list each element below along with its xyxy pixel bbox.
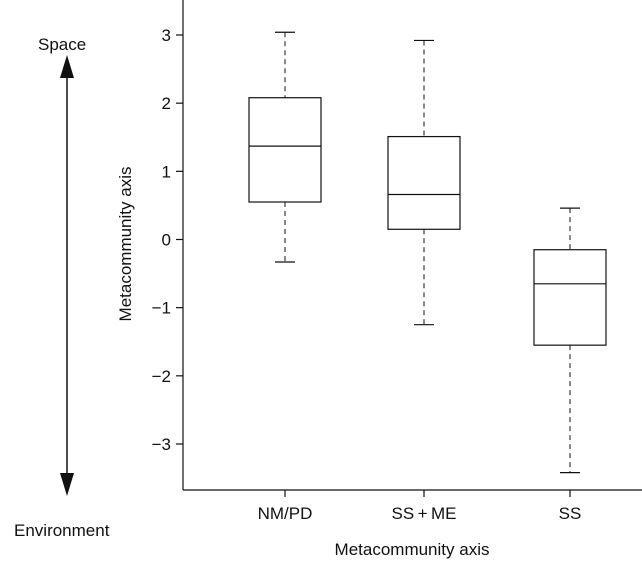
y-tick-label: −3: [152, 435, 171, 454]
interquartile-box: [387, 135, 461, 230]
space-label: Space: [38, 35, 86, 54]
x-tick-label: SS + ME: [392, 504, 457, 523]
y-tick-label: 0: [162, 231, 171, 250]
x-tick-label: SS: [559, 504, 582, 523]
box-3: [533, 207, 607, 474]
space-environment-annotation: Space Environment: [14, 35, 110, 540]
environment-label: Environment: [14, 521, 110, 540]
interquartile-box: [533, 249, 607, 346]
x-tick-label: NM/PD: [258, 504, 313, 523]
x-axis-ticks: NM/PD SS + ME SS: [258, 490, 582, 523]
y-tick-label: 3: [162, 26, 171, 45]
x-axis-title: Metacommunity axis: [335, 540, 490, 559]
boxes: [248, 31, 607, 474]
y-axis-ticks: 3 2 1 0 −1 −2 −3: [152, 26, 183, 454]
box-2: [387, 39, 461, 326]
interquartile-box: [248, 97, 322, 203]
y-tick-label: −1: [152, 299, 171, 318]
arrow-head-up: [60, 55, 74, 78]
box-1: [248, 31, 322, 263]
axes: [182, 0, 642, 491]
y-tick-label: 1: [162, 162, 171, 181]
y-tick-label: 2: [162, 94, 171, 113]
y-tick-label: −2: [152, 367, 171, 386]
arrow-head-down: [60, 473, 74, 496]
y-axis-title: Metacommunity axis: [116, 167, 135, 322]
